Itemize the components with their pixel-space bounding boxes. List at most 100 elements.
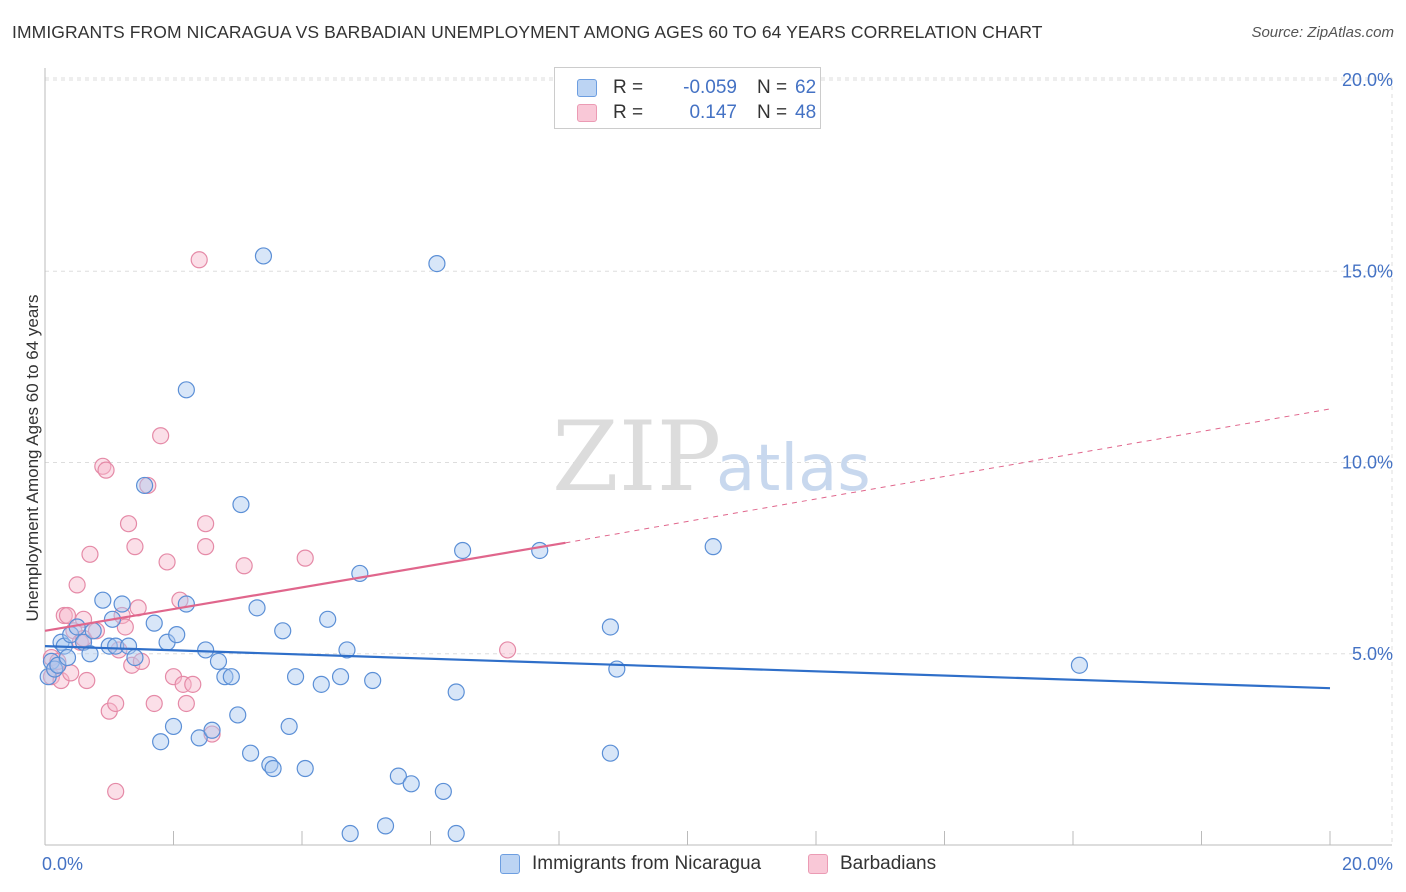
nicaragua-point — [338, 641, 356, 659]
barbadians-point — [235, 557, 253, 575]
nicaragua-trend-line — [44, 645, 1331, 690]
blue-swatch-icon — [500, 854, 520, 874]
barbadians-point — [499, 641, 517, 659]
nicaragua-point — [364, 671, 382, 690]
series-nicaragua-points — [39, 247, 1089, 843]
nicaragua-point — [145, 614, 163, 632]
barbadians-point — [107, 694, 125, 713]
nicaragua-point — [296, 759, 314, 778]
nicaragua-point — [197, 641, 215, 659]
nicaragua-point — [168, 626, 186, 644]
nicaragua-point — [100, 637, 118, 655]
nicaragua-point — [312, 675, 330, 693]
barbadians-point — [197, 538, 215, 556]
r-value: -0.059 — [683, 77, 737, 98]
nicaragua-point — [94, 591, 112, 609]
nicaragua-point — [319, 610, 337, 628]
nicaragua-point — [264, 759, 282, 778]
series-legend: Immigrants from Nicaragua Barbadians — [0, 852, 1406, 878]
nicaragua-point — [152, 733, 170, 751]
nicaragua-point — [209, 652, 228, 671]
barbadians-point — [197, 515, 215, 533]
nicaragua-point — [531, 541, 549, 560]
correlation-legend: R = -0.059 N = 62 R = 0.147 N = 48 — [554, 67, 821, 129]
nicaragua-point — [454, 541, 472, 560]
legend-label: Immigrants from Nicaragua — [532, 853, 762, 874]
barbadians-trend-line — [44, 541, 566, 632]
axes — [44, 68, 1392, 846]
nicaragua-point — [84, 622, 102, 640]
n-value: 62 — [795, 77, 817, 98]
nicaragua-point — [248, 599, 266, 617]
watermark-atlas: atlas — [716, 432, 871, 506]
nicaragua-point — [434, 782, 452, 801]
nicaragua-point — [216, 668, 234, 686]
barbadians-point — [116, 618, 134, 636]
tick-labels: 5.0% 10.0% 15.0% 20.0% 0.0% 20.0% — [42, 70, 1393, 874]
barbadians-point — [177, 694, 195, 713]
chart-title: IMMIGRANTS FROM NICARAGUA VS BARBADIAN U… — [12, 22, 1043, 42]
nicaragua-point — [447, 683, 465, 701]
barbadians-point — [81, 545, 99, 563]
nicaragua-point — [601, 744, 620, 762]
series-barbadians-points — [42, 251, 517, 801]
watermark: ZIP atlas — [552, 401, 871, 513]
x-tick-label: 20.0% — [1342, 854, 1393, 874]
nicaragua-point — [447, 824, 465, 843]
nicaragua-point — [428, 255, 446, 273]
barbadians-point — [184, 675, 202, 693]
nicaragua-point — [113, 595, 131, 613]
nicaragua-point — [232, 495, 250, 514]
nicaragua-point — [286, 668, 305, 686]
nicaragua-point — [58, 648, 77, 667]
nicaragua-point — [389, 767, 407, 785]
nicaragua-point — [203, 721, 221, 739]
y-axis-title: Unemployment Among Ages 60 to 64 years — [23, 295, 42, 622]
nicaragua-point — [126, 648, 144, 667]
y-tick-label: 5.0% — [1352, 644, 1393, 664]
nicaragua-point — [1070, 656, 1089, 674]
r-label: R = — [613, 77, 644, 98]
r-label: R = — [613, 102, 644, 123]
barbadians-point — [145, 694, 163, 713]
blue-swatch-icon — [577, 79, 597, 97]
nicaragua-point — [177, 381, 195, 399]
nicaragua-point — [222, 668, 240, 686]
y-tick-label: 15.0% — [1342, 261, 1393, 281]
n-label: N = — [757, 102, 788, 123]
barbadians-point — [174, 675, 192, 693]
nicaragua-point — [190, 729, 208, 747]
nicaragua-point — [164, 717, 183, 736]
watermark-zip: ZIP — [552, 401, 721, 513]
pink-swatch-icon — [808, 854, 828, 874]
source-label: Source: ZipAtlas.com — [1251, 24, 1394, 41]
barbadians-point — [203, 725, 221, 743]
x-tick-label: 0.0% — [42, 854, 83, 874]
nicaragua-point — [331, 668, 350, 686]
nicaragua-point — [274, 622, 292, 640]
pink-swatch-icon — [577, 104, 597, 122]
barbadians-point — [58, 606, 77, 625]
trend-lines — [44, 408, 1331, 690]
nicaragua-point — [107, 637, 125, 655]
nicaragua-point — [135, 476, 154, 495]
nicaragua-point — [402, 775, 420, 793]
nicaragua-point — [608, 660, 626, 678]
nicaragua-point — [81, 645, 99, 663]
nicaragua-point — [601, 618, 620, 636]
nicaragua-point — [254, 247, 273, 265]
barbadians-point — [97, 461, 115, 479]
y-tick-label: 10.0% — [1342, 453, 1393, 473]
nicaragua-point — [177, 595, 195, 613]
y-tick-label: 20.0% — [1342, 70, 1393, 90]
legend-label: Barbadians — [840, 853, 937, 874]
nicaragua-point — [341, 824, 359, 843]
nicaragua-point — [229, 706, 247, 724]
barbadians-point — [107, 782, 125, 801]
barbadians-point — [78, 671, 96, 690]
barbadians-point — [126, 538, 144, 556]
barbadians-point — [190, 251, 208, 269]
nicaragua-point — [242, 744, 260, 762]
n-label: N = — [757, 77, 788, 98]
